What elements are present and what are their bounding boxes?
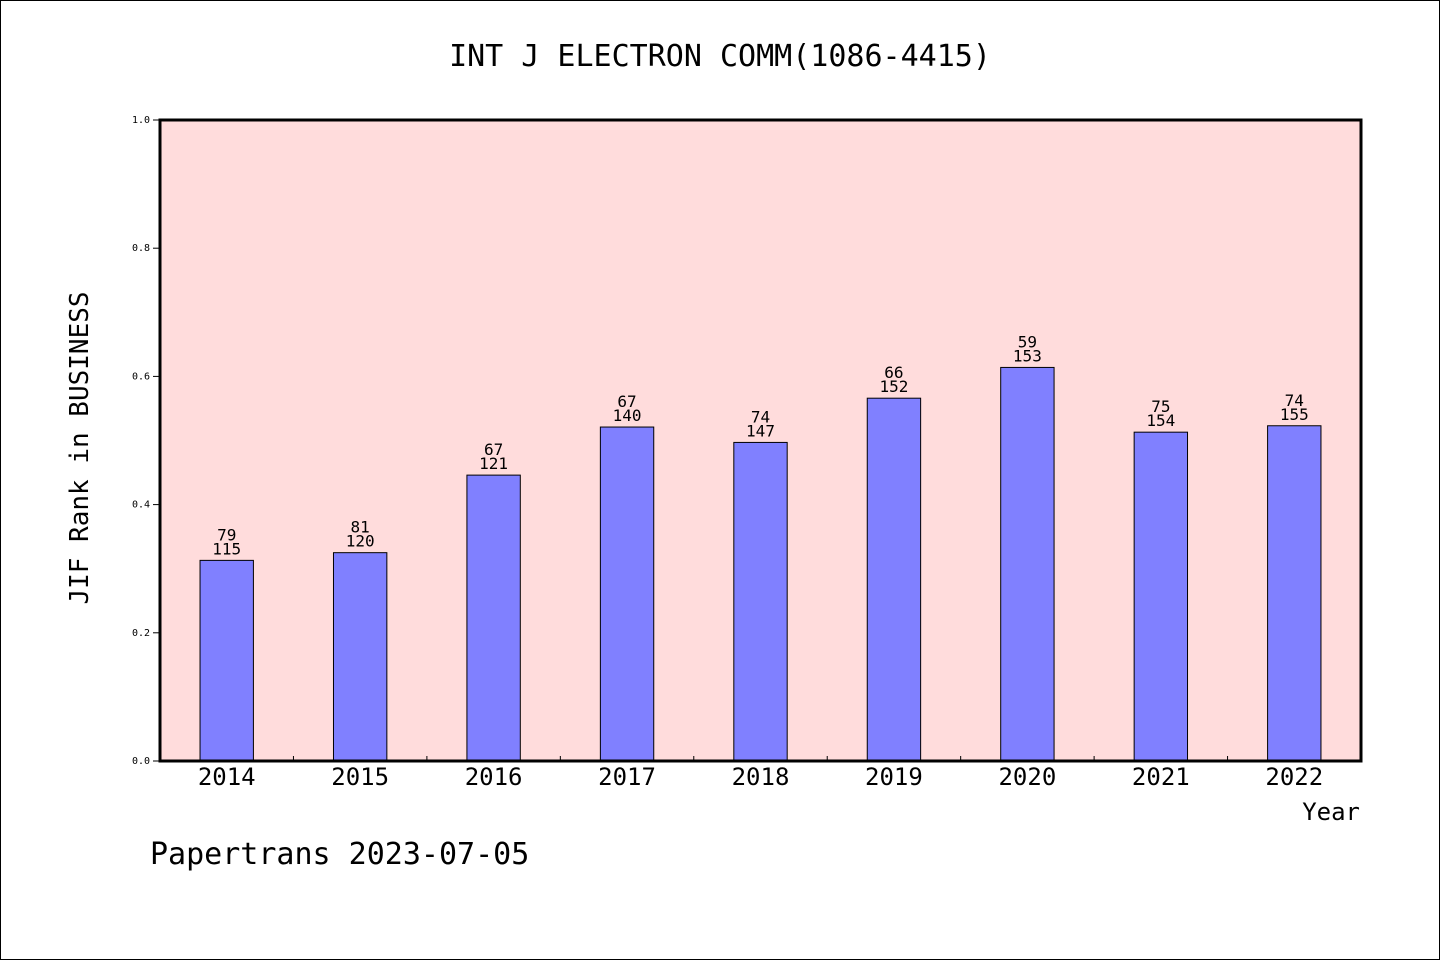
bar-total-label-2022: 155 (1280, 405, 1309, 424)
bar-rank-label-2018: 74 (751, 407, 770, 426)
bar-2014 (199, 559, 254, 762)
bar-rank-label-2017: 67 (617, 392, 636, 411)
footer-text: Papertrans 2023-07-05 (150, 837, 529, 872)
y-tick-label-0.8: 0.8 (132, 243, 150, 254)
bar-2019 (866, 397, 922, 762)
y-tick-label-0.0: 0.0 (132, 756, 150, 767)
bar-2021 (1133, 431, 1189, 762)
bar-total-label-2017: 140 (613, 406, 642, 425)
bar-2022 (1267, 425, 1322, 762)
bar-total-label-2015: 120 (346, 532, 375, 551)
bar-rank-label-2014: 79 (217, 525, 236, 544)
bars-group (199, 366, 1322, 762)
bar-2017 (599, 426, 655, 762)
x-tick-label-2014: 2014 (198, 763, 256, 791)
y-axis-label: JIF Rank in BUSINESS (65, 291, 95, 604)
y-tick-label-0.6: 0.6 (132, 371, 150, 382)
x-axis-label: Year (1302, 798, 1360, 826)
x-tick-label-2018: 2018 (732, 763, 790, 791)
y-tick-label-0.2: 0.2 (132, 628, 150, 639)
bar-total-label-2021: 154 (1146, 411, 1175, 430)
x-tick-label-2020: 2020 (998, 763, 1056, 791)
chart-title: INT J ELECTRON COMM(1086-4415) (449, 39, 991, 74)
bar-total-label-2016: 121 (479, 454, 508, 473)
bar-rank-label-2015: 81 (351, 518, 370, 537)
x-tick-label-2016: 2016 (465, 763, 523, 791)
bar-rank-label-2021: 75 (1151, 397, 1170, 416)
x-tick-label-2015: 2015 (331, 763, 389, 791)
bar-2020 (1000, 366, 1055, 762)
bar-2015 (332, 552, 388, 762)
bar-rank-label-2022: 74 (1285, 391, 1304, 410)
bar-total-label-2014: 115 (212, 539, 241, 558)
bar-rank-label-2016: 67 (484, 440, 503, 459)
bar-2018 (733, 441, 788, 762)
bar-2016 (466, 474, 521, 762)
x-tick-label-2017: 2017 (598, 763, 656, 791)
bar-total-label-2020: 153 (1013, 346, 1042, 365)
plot-frame (158, 118, 1363, 763)
x-tick-label-2019: 2019 (865, 763, 923, 791)
bar-rank-label-2020: 59 (1018, 332, 1037, 351)
bar-total-label-2018: 147 (746, 421, 775, 440)
bar-rank-label-2019: 66 (884, 363, 903, 382)
y-tick-label-0.4: 0.4 (132, 500, 150, 511)
bar-total-label-2019: 152 (879, 377, 908, 396)
x-tick-label-2021: 2021 (1132, 763, 1190, 791)
y-tick-label-1.0: 1.0 (132, 115, 150, 126)
x-tick-label-2022: 2022 (1265, 763, 1323, 791)
x-axis: 2014 2015 2016 2017 2018 2019 2020 2021 2022 (198, 756, 1323, 791)
